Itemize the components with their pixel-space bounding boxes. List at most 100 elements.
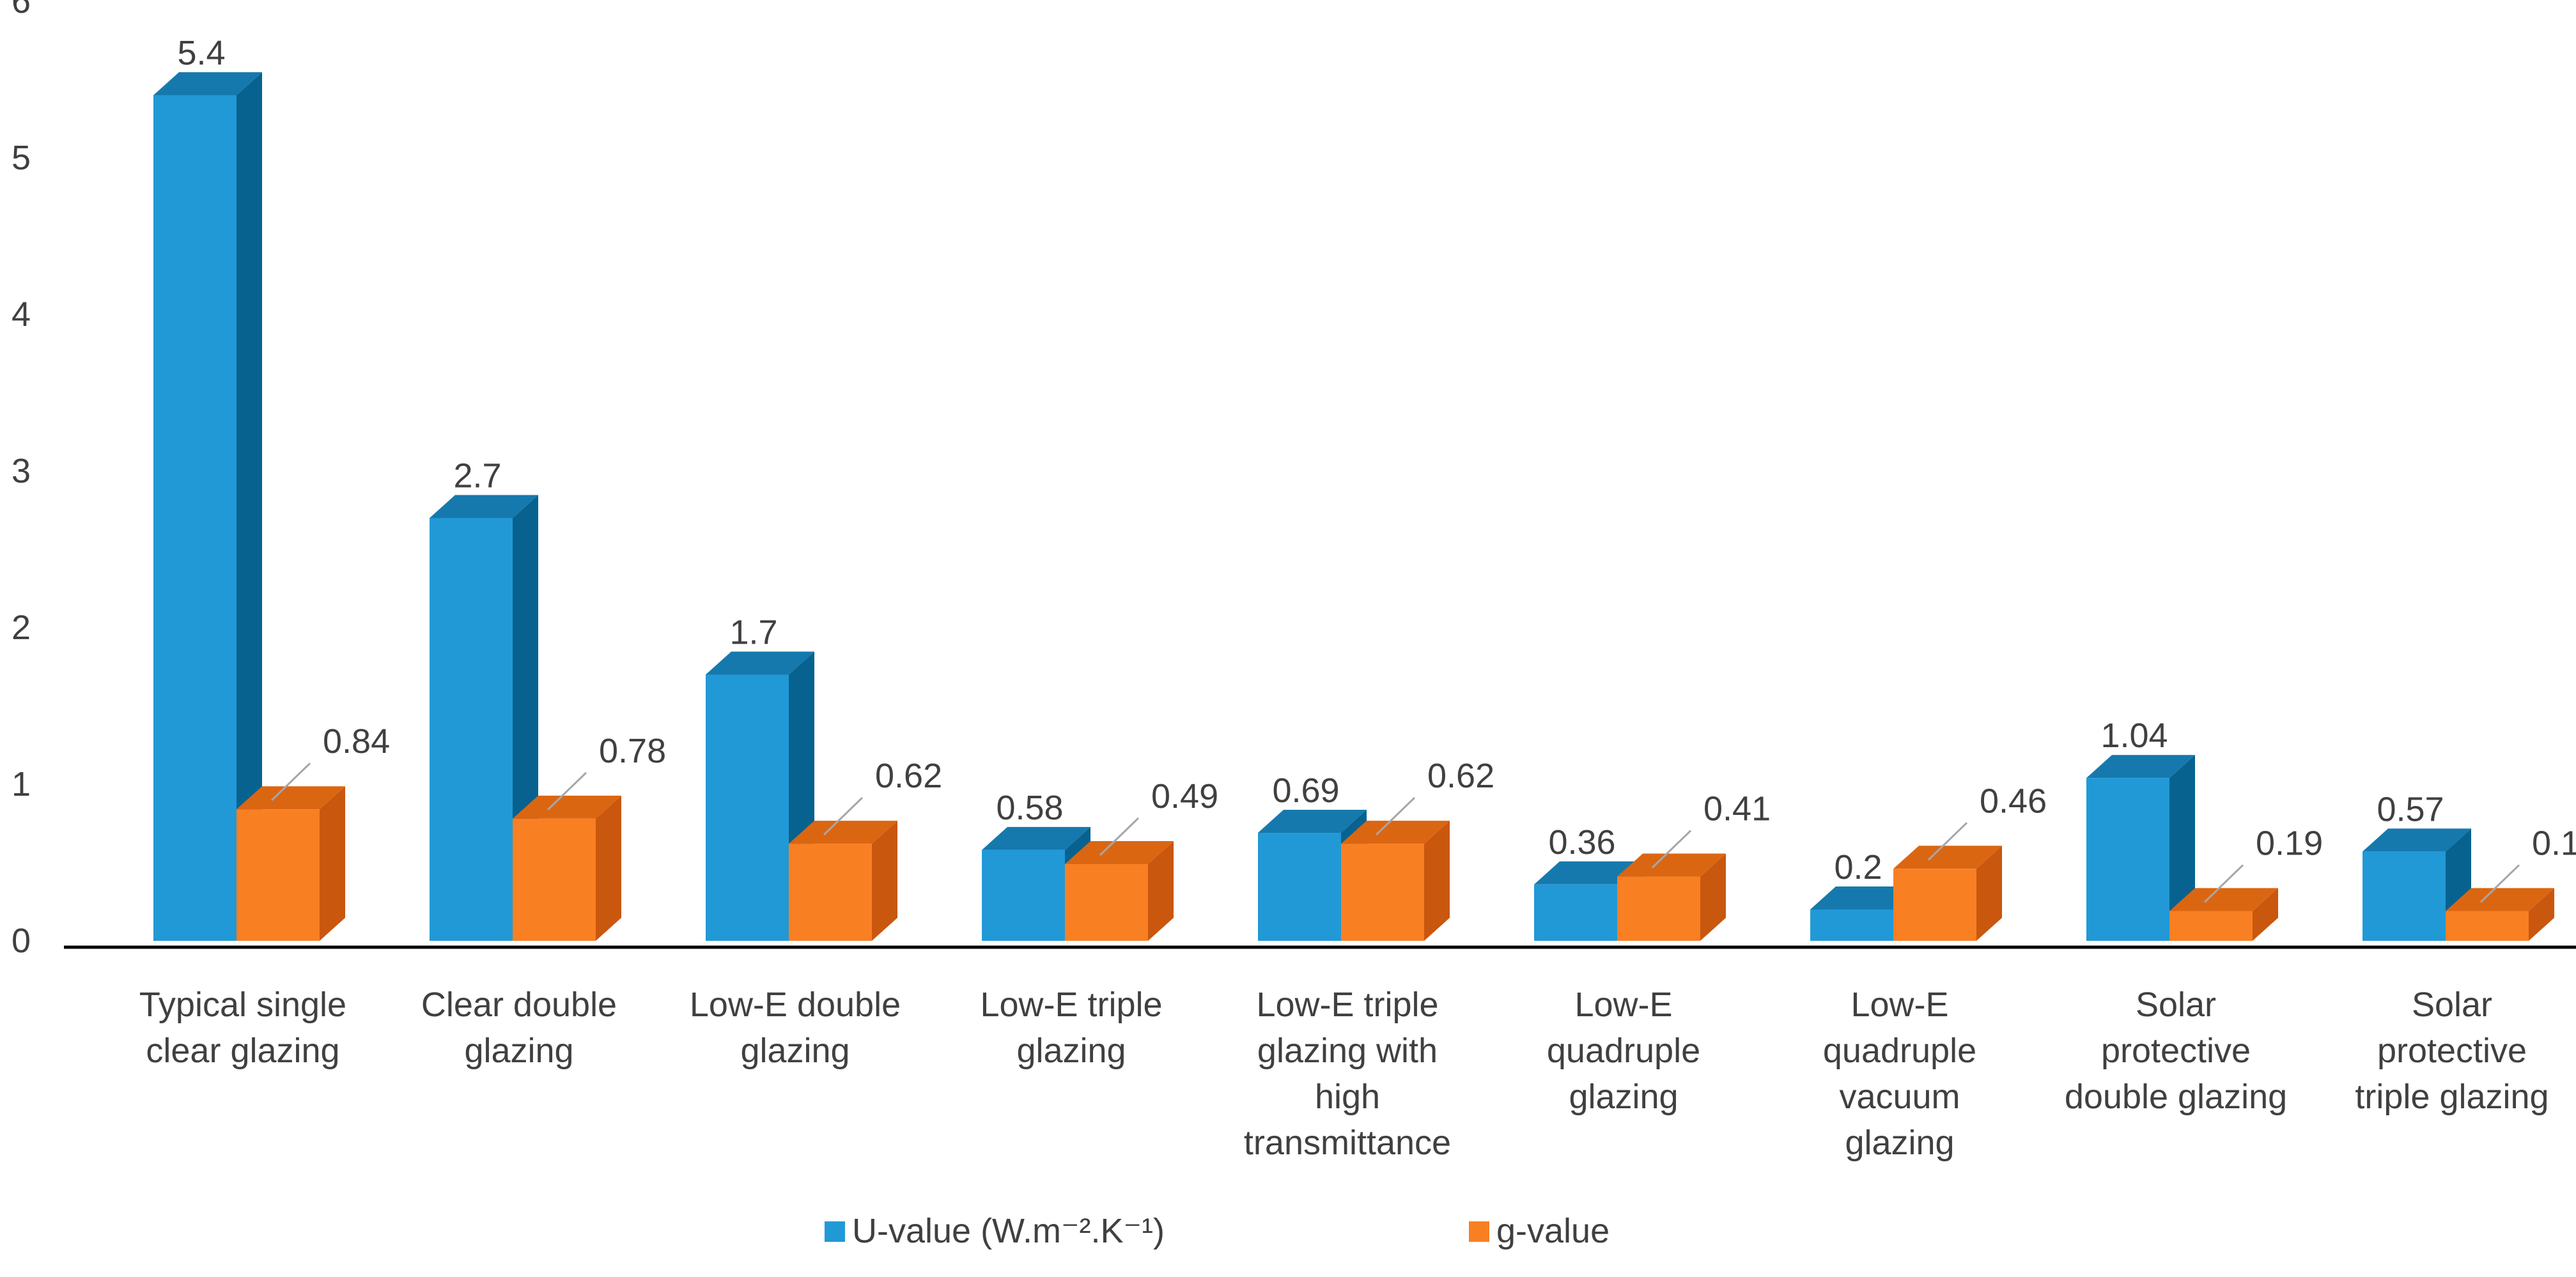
leader-line-g-value-8 (2479, 864, 2520, 903)
bar-top-g-value-3 (1065, 840, 1174, 864)
data-label-u-value-5: 0.36 (1548, 823, 1615, 862)
bar-front-g-value-0 (237, 809, 320, 941)
bar-front-u-value-2 (706, 674, 789, 941)
leader-line-g-value-4 (1375, 797, 1416, 836)
bar-g-value-5 (1617, 853, 1726, 941)
x-category-label-line-5-2: glazing (1569, 1078, 1678, 1116)
x-category-label-line-8-2: triple glazing (2355, 1078, 2549, 1116)
data-labels: 5.4 0.84 2.7 0.78 1.7 0.62 0.58 0.49 0.69 0.62 0.3… (177, 34, 2576, 903)
x-category-label-line-6-1: quadruple (1823, 1032, 1976, 1070)
data-label-u-value-6: 0.2 (1834, 848, 1882, 886)
legend-label-g-value: g-value (1496, 1212, 1610, 1250)
data-label-g-value-3: 0.49 (1151, 777, 1218, 816)
x-category-label-line-4-0: Low-E triple (1256, 986, 1438, 1024)
x-category-label-line-4-3: transmittance (1244, 1124, 1451, 1162)
legend-label-u-value: U-value (W.m⁻².K⁻¹) (852, 1212, 1165, 1250)
bar-side-g-value-1 (596, 795, 621, 941)
bar-top-u-value-0 (153, 72, 262, 95)
bar-top-u-value-6 (1810, 886, 1919, 909)
leader-line-g-value-7 (2203, 864, 2244, 903)
y-tick-label-6: 6 (12, 0, 31, 20)
y-tick-label-2: 2 (12, 608, 31, 647)
leader-line-g-value-5 (1651, 830, 1692, 869)
bar-top-g-value-7 (2169, 888, 2278, 911)
bar-side-g-value-0 (320, 786, 345, 941)
data-label-g-value-4: 0.62 (1427, 757, 1494, 795)
bar-side-g-value-3 (1148, 840, 1174, 941)
bar-front-g-value-7 (2169, 911, 2253, 941)
data-label-u-value-2: 1.7 (729, 614, 777, 652)
x-category-label-1: Clear double glazing (421, 986, 617, 1070)
bar-top-g-value-0 (237, 786, 345, 810)
x-category-label-line-3-1: glazing (1016, 1032, 1126, 1070)
legend: U-value (W.m⁻².K⁻¹) g-value (825, 1212, 1610, 1250)
bar-g-value-7 (2169, 888, 2278, 941)
leader-line-g-value-6 (1927, 822, 1968, 861)
leader-line-g-value-1 (547, 771, 587, 810)
bar-side-g-value-2 (872, 821, 897, 941)
bar-front-g-value-5 (1617, 876, 1700, 941)
bar-u-value-7 (2086, 755, 2195, 941)
data-label-u-value-3: 0.58 (996, 789, 1063, 827)
bar-g-value-6 (1893, 846, 2002, 941)
bar-front-u-value-6 (1810, 909, 1893, 941)
bars (153, 72, 2554, 941)
bar-front-g-value-4 (1341, 844, 1424, 941)
y-tick-label-4: 4 (12, 295, 31, 334)
y-tick-label-5: 5 (12, 139, 31, 177)
data-label-g-value-6: 0.46 (1980, 782, 2047, 820)
bar-side-g-value-5 (1700, 853, 1726, 941)
x-category-label-line-2-0: Low-E double (690, 986, 901, 1024)
x-category-label-4: Low-E triple glazing with high transmittanc… (1244, 986, 1451, 1162)
bar-top-g-value-8 (2446, 888, 2554, 911)
x-category-label-line-6-0: Low-E (1851, 986, 1948, 1024)
x-category-label-6: Low-E quadruple vacuum glazing (1823, 986, 1976, 1162)
bar-front-g-value-3 (1065, 863, 1148, 941)
bar-g-value-3 (1065, 840, 1174, 941)
data-label-g-value-8: 0.19 (2532, 824, 2576, 862)
leader-line-g-value-3 (1099, 817, 1140, 856)
bar-top-u-value-1 (430, 495, 538, 518)
bar-front-g-value-8 (2446, 911, 2529, 941)
x-axis-category-labels: Typical single clear glazing Clear double g… (139, 986, 2549, 1162)
bar-top-g-value-2 (789, 821, 897, 844)
bar-front-g-value-2 (789, 844, 872, 941)
bar-front-u-value-4 (1258, 832, 1341, 941)
bar-side-g-value-8 (2529, 888, 2554, 941)
x-category-label-line-6-3: glazing (1845, 1124, 1954, 1162)
data-label-u-value-8: 0.57 (2377, 790, 2444, 828)
x-category-label-line-4-2: high (1315, 1078, 1380, 1116)
x-category-label-line-5-1: quadruple (1547, 1032, 1700, 1070)
data-label-g-value-2: 0.62 (875, 757, 942, 795)
bar-side-g-value-4 (1424, 821, 1450, 941)
x-category-label-3: Low-E triple glazing (980, 986, 1162, 1070)
x-category-label-line-2-1: glazing (740, 1032, 850, 1070)
x-category-label-line-6-2: vacuum (1839, 1078, 1960, 1116)
bar-g-value-8 (2446, 888, 2554, 941)
data-label-g-value-5: 0.41 (1703, 790, 1771, 828)
x-category-label-line-8-1: protective (2377, 1032, 2527, 1070)
bar-front-u-value-8 (2363, 851, 2446, 941)
data-label-u-value-7: 1.04 (2100, 716, 2168, 755)
bar-g-value-0 (237, 786, 345, 941)
leader-line-g-value-2 (823, 797, 864, 836)
bar-side-g-value-7 (2253, 888, 2278, 941)
data-label-u-value-1: 2.7 (453, 457, 501, 495)
bar-front-u-value-0 (153, 95, 237, 941)
x-category-label-8: Solar protective triple glazing (2355, 986, 2549, 1116)
leader-line-g-value-0 (270, 762, 311, 801)
y-tick-label-1: 1 (12, 765, 31, 803)
x-category-label-line-8-0: Solar (2412, 986, 2492, 1024)
x-category-label-line-5-0: Low-E (1574, 986, 1672, 1024)
x-category-label-line-0-1: clear glazing (146, 1032, 339, 1070)
bar-top-u-value-5 (1534, 861, 1643, 885)
x-category-label-line-1-0: Clear double (421, 986, 617, 1024)
bar-top-u-value-8 (2363, 828, 2471, 852)
data-label-u-value-0: 5.4 (177, 34, 225, 72)
bar-g-value-4 (1341, 821, 1450, 941)
legend-swatch-u-value (825, 1221, 845, 1242)
bar-top-g-value-6 (1893, 846, 2002, 869)
data-label-g-value-1: 0.78 (599, 732, 666, 770)
bar-front-g-value-6 (1893, 869, 1976, 941)
y-tick-label-3: 3 (12, 452, 31, 490)
